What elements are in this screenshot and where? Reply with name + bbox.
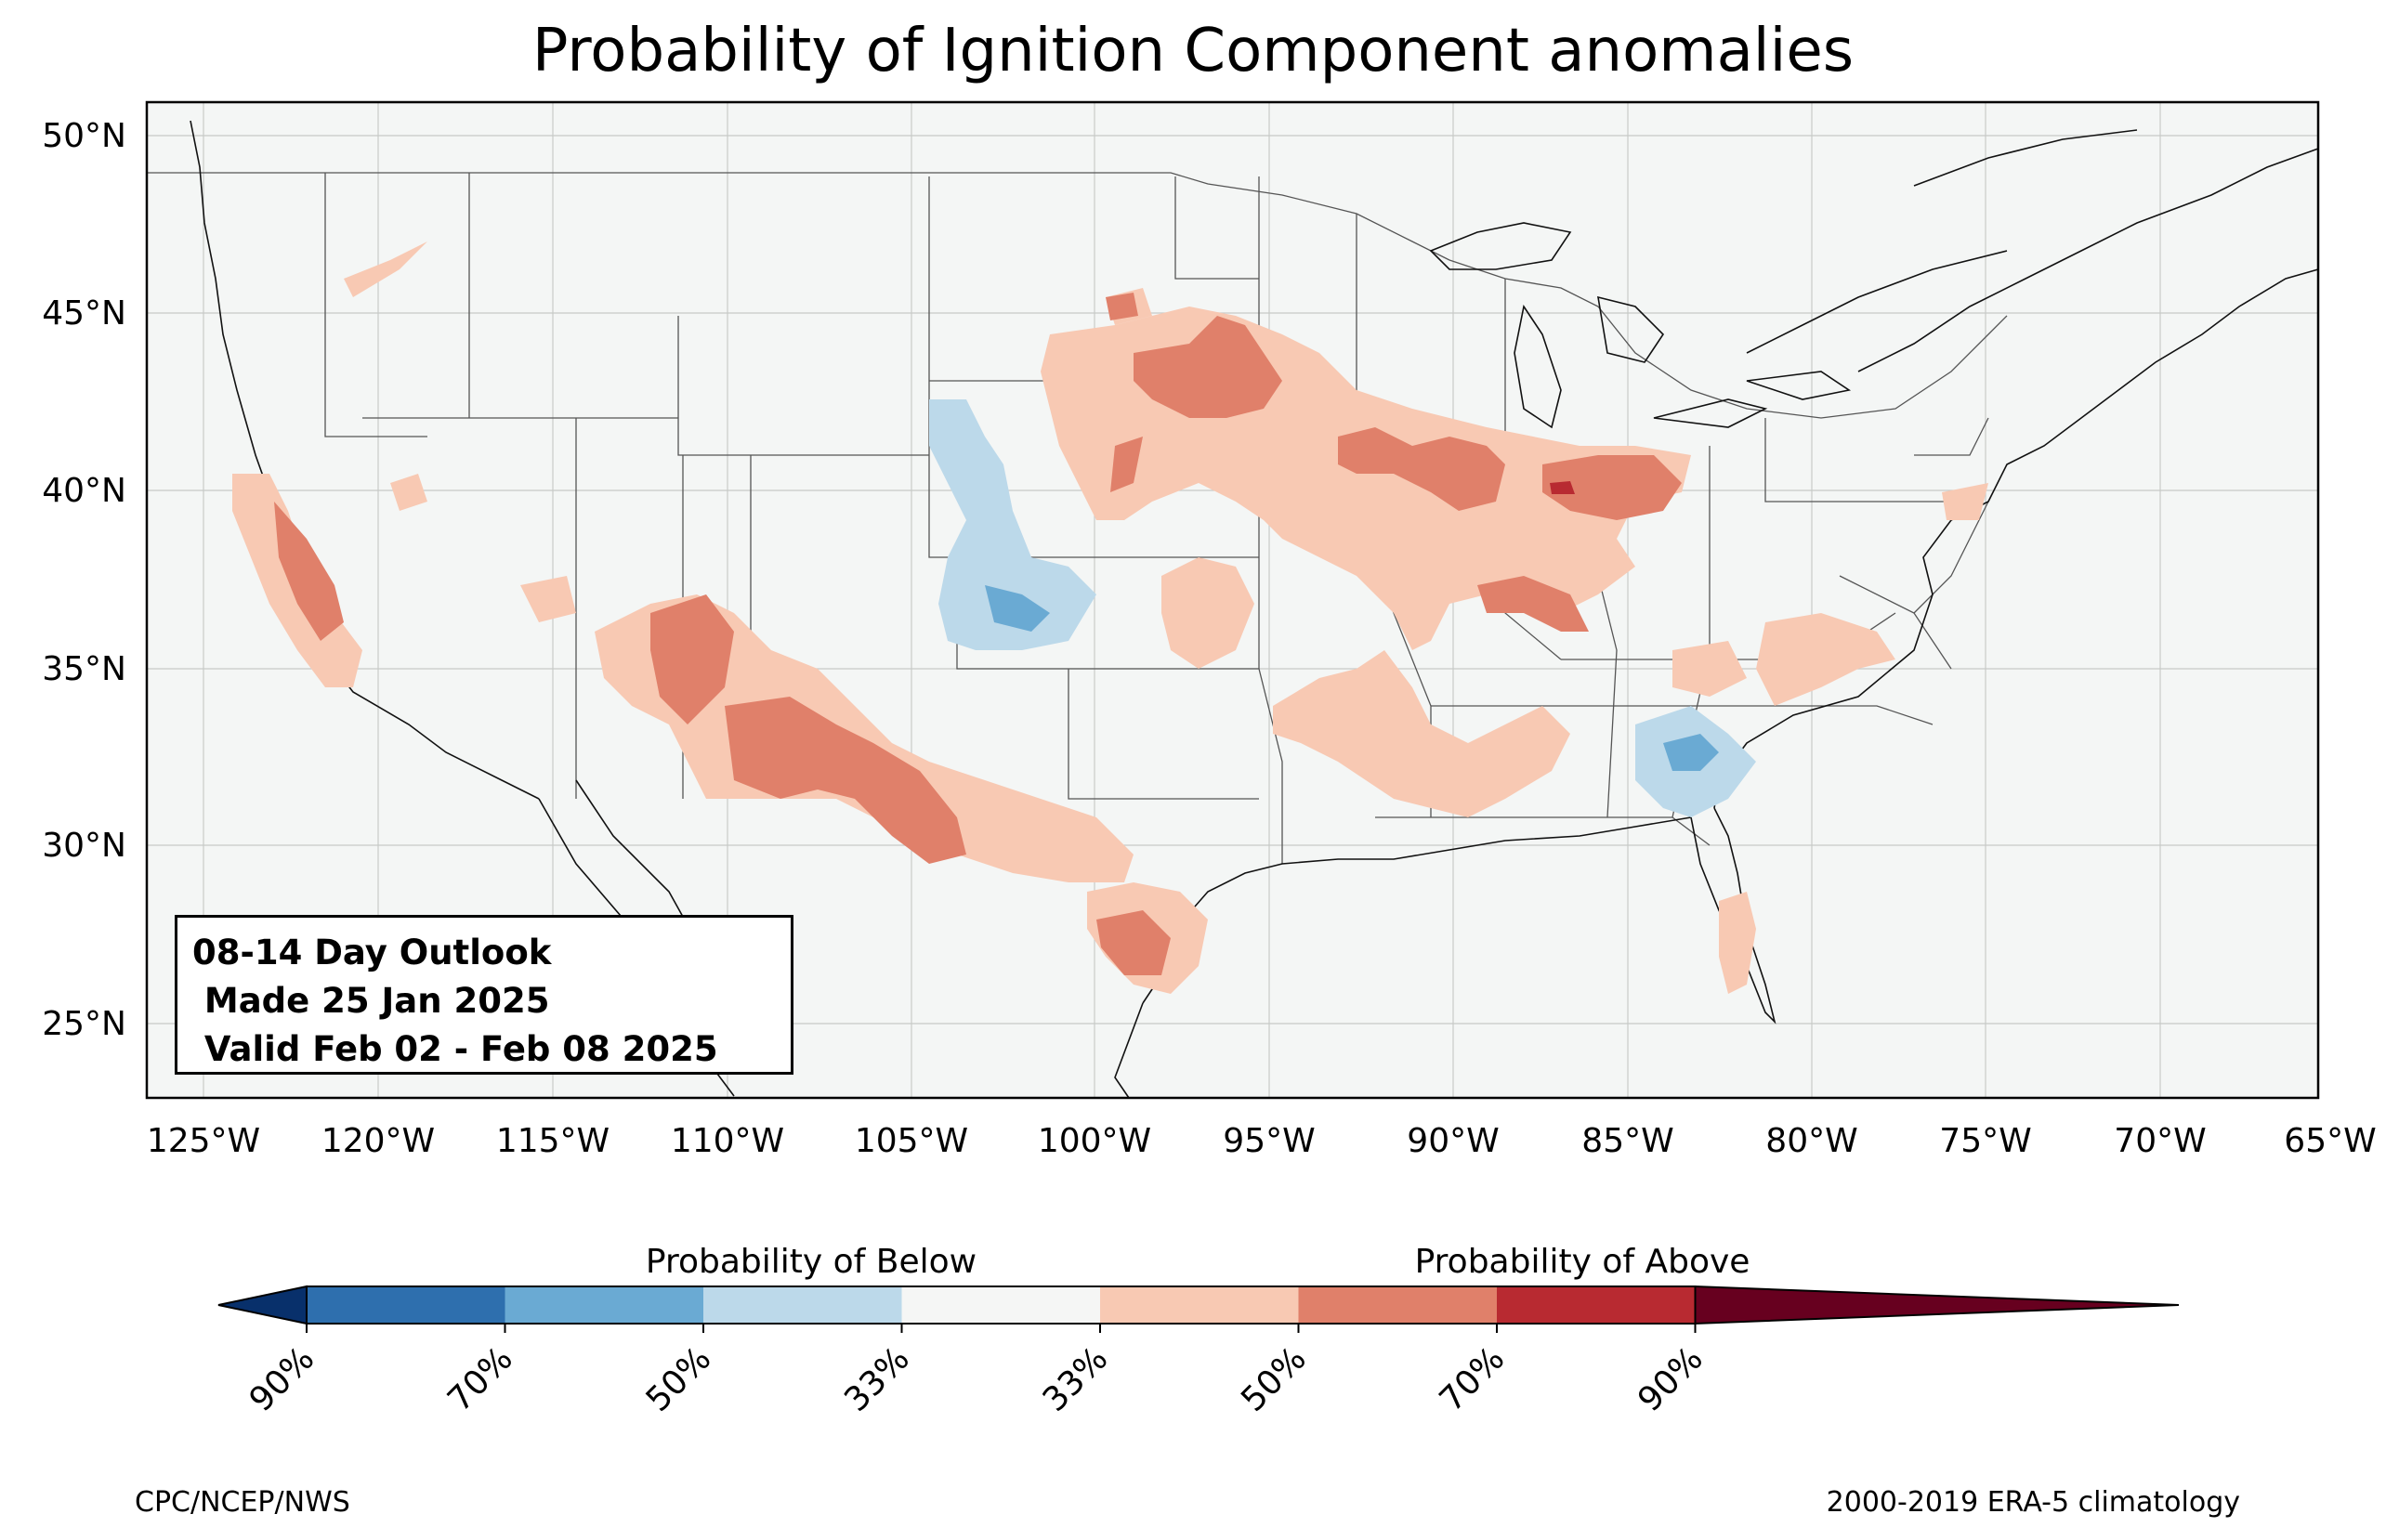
colorbar-tick-label: 50% [1234,1339,1314,1419]
colorbar-segment [1497,1286,1696,1324]
above-33-carolina [1672,641,1747,697]
lon-axis: 125°W 120°W 115°W 110°W 105°W 100°W 95°W… [147,1122,2377,1160]
colorbar: Probability of Below Probability of Abov… [217,1243,2180,1419]
above-50-sd [1106,293,1138,320]
colorbar-arrow-right [1694,1285,2180,1325]
above-33-central [1161,557,1254,669]
outlook-title: 08-14 Day Outlook [192,933,552,972]
colorbar-tick-label: 50% [639,1339,719,1419]
above-50-texas [1096,910,1171,975]
lon-tick-label: 65°W [2284,1122,2376,1160]
colorbar-tick-label: 33% [1036,1339,1116,1419]
lon-tick-label: 75°W [1939,1122,2031,1160]
anomaly-contours [232,241,1988,994]
above-50-midwest [1338,427,1505,511]
lat-axis: 50°N 45°N 40°N 35°N 30°N 25°N [42,117,126,1043]
above-50-utah [650,594,734,724]
colorbar-segment [307,1286,505,1324]
lat-tick-label: 25°N [42,1005,126,1043]
above-50-nm [725,697,966,864]
colorbar-tick-label: 70% [440,1339,520,1419]
above-50-california [274,502,344,641]
above-70-indiana [1550,481,1575,494]
lon-tick-label: 95°W [1223,1122,1315,1160]
above-33-south [1273,650,1570,817]
lat-tick-label: 35°N [42,650,126,688]
valid-range: Valid Feb 02 - Feb 08 2025 [192,1029,718,1069]
lon-tick-label: 100°W [1038,1122,1151,1160]
map-frame [145,100,2320,1100]
colorbar-tick-label: 70% [1433,1339,1513,1419]
lon-tick-label: 85°W [1581,1122,1673,1160]
colorbar-segment [505,1286,704,1324]
colorbar-tick-label: 90% [243,1339,322,1419]
colorbar-arrow-left [217,1285,308,1325]
above-50-iowa [1110,437,1143,492]
above-33-east [1756,613,1895,706]
lon-tick-label: 120°W [321,1122,435,1160]
lon-tick-label: 80°W [1765,1122,1857,1160]
colorbar-segment [703,1286,902,1324]
colorbar-segment [901,1286,1101,1324]
map-title: Probability of Ignition Component anomal… [531,17,1855,85]
above-50-dakotas [1134,316,1282,418]
lat-tick-label: 30°N [42,827,126,865]
credit-climatology: 2000-2019 ERA-5 climatology [1826,1486,2240,1519]
colorbar-below-label: Probability of Below [646,1243,977,1281]
lon-tick-label: 70°W [2114,1122,2206,1160]
colorbar-segment [1100,1286,1299,1324]
above-33-nj [1942,483,1988,520]
colorbar-border [306,1286,1697,1325]
colorbar-above-label: Probability of Above [1415,1243,1750,1281]
above-33-az [520,576,576,622]
below-33-colorado [929,399,1096,650]
outlook-info-box: 08-14 Day Outlook Made 25 Jan 2025 Valid… [175,915,793,1075]
lon-tick-label: 90°W [1407,1122,1499,1160]
above-33-northwest [344,241,427,297]
lon-tick-label: 115°W [496,1122,610,1160]
colorbar-tick-label: 90% [1631,1339,1711,1419]
above-50-kentucky [1477,576,1589,632]
lon-tick-label: 125°W [147,1122,260,1160]
above-33-florida [1719,892,1756,994]
colorbar-segment [1298,1286,1498,1324]
lat-tick-label: 45°N [42,294,126,333]
above-50-ohio [1542,455,1682,520]
below-50-georgia [1663,734,1719,771]
below-50-colorado [985,585,1050,632]
lat-tick-label: 40°N [42,472,126,510]
above-33-nv [390,474,427,511]
colorbar-tick-label: 33% [837,1339,917,1419]
lon-tick-label: 105°W [855,1122,968,1160]
lat-tick-label: 50°N [42,117,126,155]
made-date: Made 25 Jan 2025 [192,981,550,1021]
credit-source: CPC/NCEP/NWS [135,1486,350,1519]
lon-tick-label: 110°W [671,1122,784,1160]
